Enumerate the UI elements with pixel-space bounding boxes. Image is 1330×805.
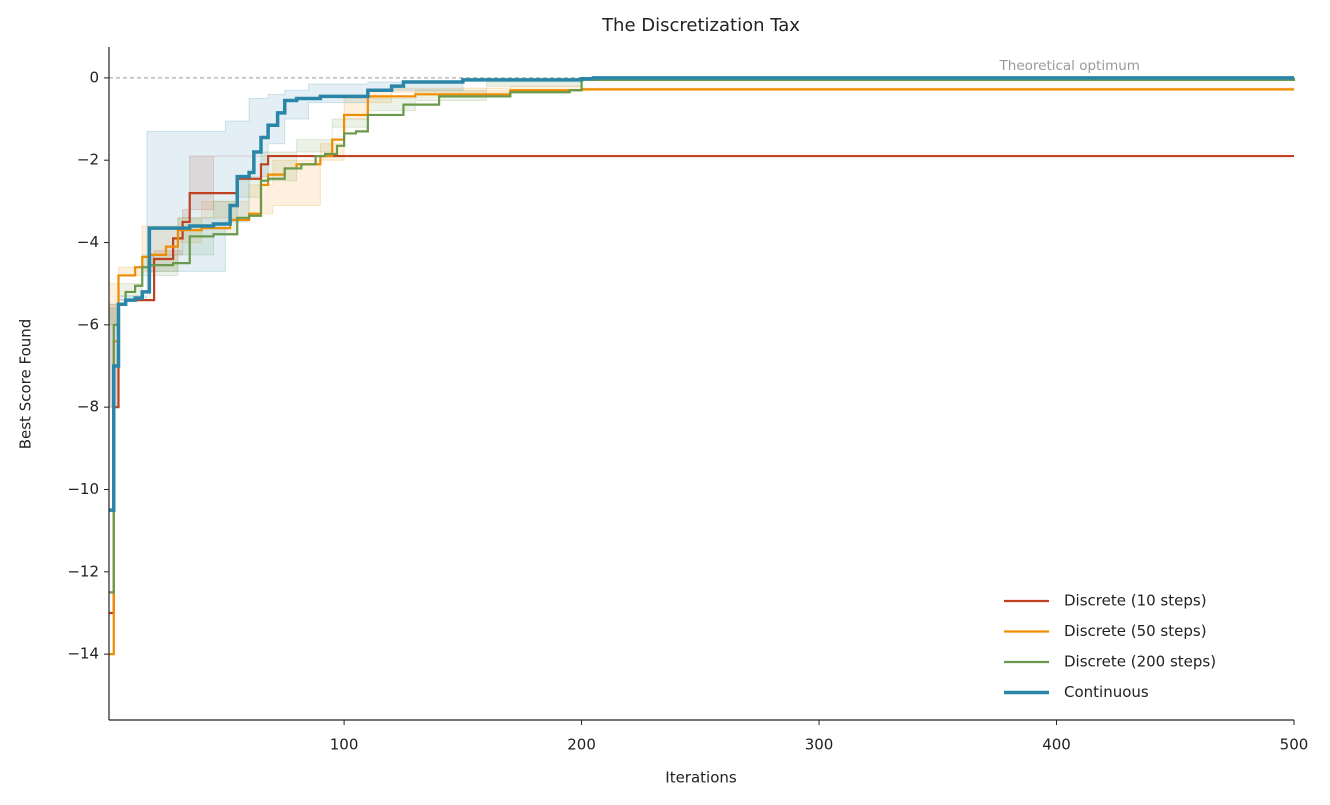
x-axis-label: Iterations bbox=[665, 769, 737, 787]
y-axis-label: Best Score Found bbox=[17, 319, 35, 450]
series-line bbox=[109, 154, 1294, 615]
y-tick-label: −2 bbox=[77, 151, 99, 169]
series-line bbox=[109, 76, 1294, 512]
chart-title: The Discretization Tax bbox=[601, 15, 800, 36]
confidence-band bbox=[108, 155, 1294, 696]
x-tick-label: 500 bbox=[1280, 736, 1309, 754]
legend-label: Discrete (50 steps) bbox=[1064, 622, 1207, 640]
y-tick-label: −10 bbox=[67, 480, 99, 498]
y-tick-label: 0 bbox=[89, 68, 99, 86]
legend-label: Continuous bbox=[1064, 683, 1149, 701]
legend-label: Discrete (200 steps) bbox=[1064, 653, 1216, 671]
reference-label: Theoretical optimum bbox=[999, 58, 1140, 74]
x-tick-label: 100 bbox=[330, 736, 359, 754]
series-line bbox=[109, 77, 1296, 594]
y-tick-label: −8 bbox=[77, 398, 99, 416]
confidence-band bbox=[108, 77, 1294, 572]
x-tick-label: 200 bbox=[567, 736, 596, 754]
legend-label: Discrete (10 steps) bbox=[1064, 592, 1207, 610]
x-tick-label: 400 bbox=[1042, 736, 1071, 754]
y-tick-label: −4 bbox=[77, 233, 99, 251]
y-tick-label: −14 bbox=[67, 645, 99, 663]
y-tick-label: −6 bbox=[77, 315, 99, 333]
x-tick-label: 300 bbox=[805, 736, 834, 754]
y-tick-label: −12 bbox=[67, 562, 99, 580]
